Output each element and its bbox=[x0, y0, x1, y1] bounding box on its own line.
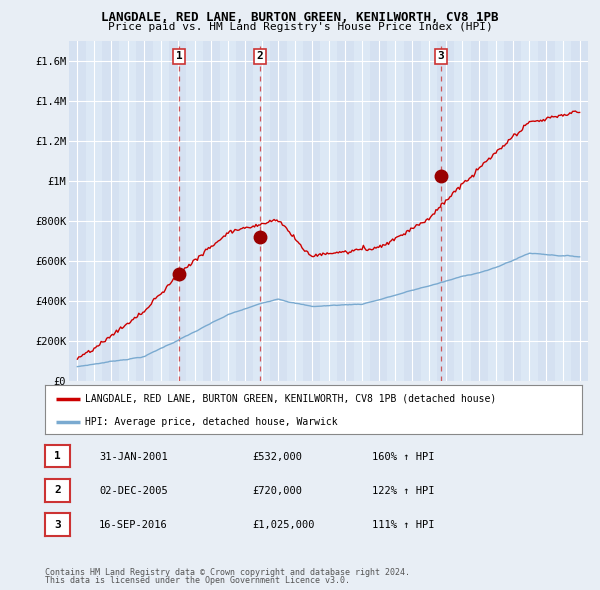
Text: 2: 2 bbox=[54, 486, 61, 495]
Text: 160% ↑ HPI: 160% ↑ HPI bbox=[372, 452, 434, 461]
Text: 02-DEC-2005: 02-DEC-2005 bbox=[99, 486, 168, 496]
Text: 16-SEP-2016: 16-SEP-2016 bbox=[99, 520, 168, 530]
Bar bbox=[437, 41, 454, 381]
Bar bbox=[504, 41, 521, 381]
Bar bbox=[404, 41, 421, 381]
Text: 2: 2 bbox=[257, 51, 263, 61]
Bar bbox=[471, 41, 488, 381]
Text: 31-JAN-2001: 31-JAN-2001 bbox=[99, 452, 168, 461]
Bar bbox=[538, 41, 554, 381]
Bar bbox=[337, 41, 353, 381]
Text: 122% ↑ HPI: 122% ↑ HPI bbox=[372, 486, 434, 496]
Text: Contains HM Land Registry data © Crown copyright and database right 2024.: Contains HM Land Registry data © Crown c… bbox=[45, 568, 410, 577]
Text: 3: 3 bbox=[54, 520, 61, 529]
Text: 1: 1 bbox=[176, 51, 182, 61]
Text: 111% ↑ HPI: 111% ↑ HPI bbox=[372, 520, 434, 530]
Text: 1: 1 bbox=[54, 451, 61, 461]
Text: This data is licensed under the Open Government Licence v3.0.: This data is licensed under the Open Gov… bbox=[45, 576, 350, 585]
Bar bbox=[236, 41, 253, 381]
Bar bbox=[304, 41, 320, 381]
Bar bbox=[203, 41, 220, 381]
Bar bbox=[103, 41, 119, 381]
Bar bbox=[571, 41, 588, 381]
Text: £720,000: £720,000 bbox=[252, 486, 302, 496]
Bar bbox=[270, 41, 287, 381]
Bar bbox=[370, 41, 387, 381]
Text: £532,000: £532,000 bbox=[252, 452, 302, 461]
Bar bbox=[169, 41, 186, 381]
Bar bbox=[136, 41, 153, 381]
Text: £1,025,000: £1,025,000 bbox=[252, 520, 314, 530]
Text: HPI: Average price, detached house, Warwick: HPI: Average price, detached house, Warw… bbox=[85, 417, 338, 427]
Bar bbox=[69, 41, 86, 381]
Text: LANGDALE, RED LANE, BURTON GREEN, KENILWORTH, CV8 1PB (detached house): LANGDALE, RED LANE, BURTON GREEN, KENILW… bbox=[85, 394, 497, 404]
Text: 3: 3 bbox=[437, 51, 444, 61]
Text: Price paid vs. HM Land Registry's House Price Index (HPI): Price paid vs. HM Land Registry's House … bbox=[107, 22, 493, 32]
Text: LANGDALE, RED LANE, BURTON GREEN, KENILWORTH, CV8 1PB: LANGDALE, RED LANE, BURTON GREEN, KENILW… bbox=[101, 11, 499, 24]
